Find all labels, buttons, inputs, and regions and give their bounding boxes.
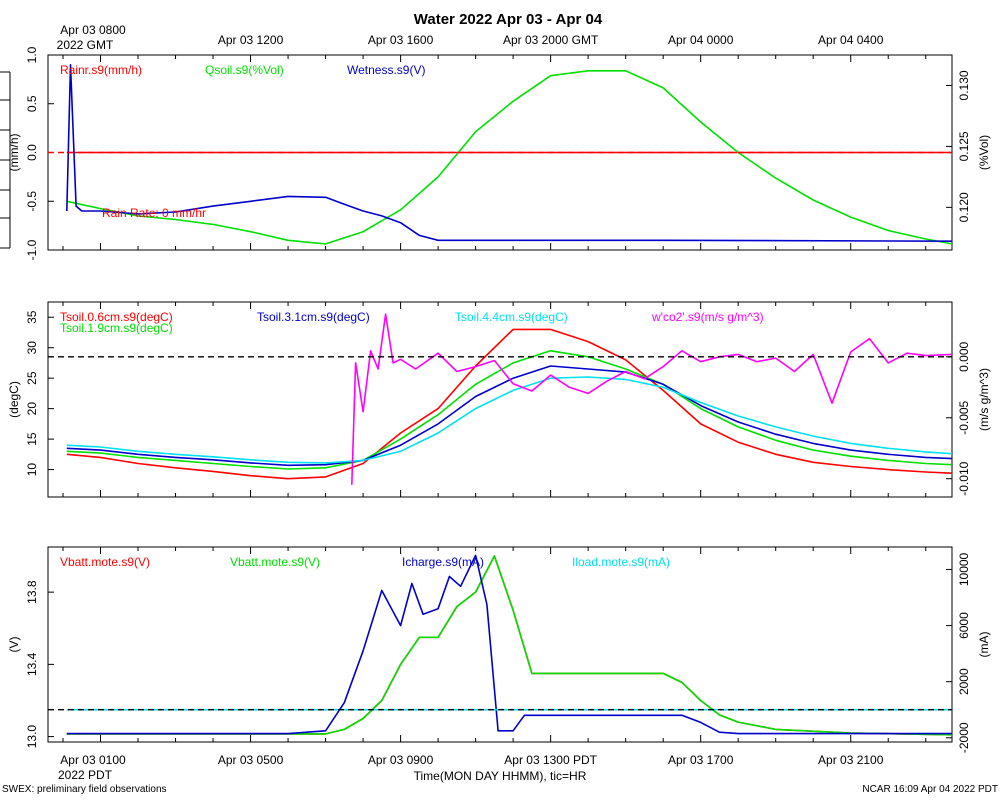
footer-right: NCAR 16:09 Apr 04 2022 PDT (862, 784, 998, 795)
panel-soil-temperature: 35 30 25 20 15 10 0.000 -0.005 -0.010 (degC) (m/s … (7, 301, 991, 498)
series-line-qsoil-s9-vol (66, 70, 952, 245)
bottom-axis-tick-label: Apr 03 0500 (218, 753, 284, 767)
y-right-tick-label: 0.000 (957, 342, 971, 372)
panel-water: 1.0 0.5 0.0 -0.5 -1.0 0.130 0.125 0.120 (mm/h) (%… (7, 46, 991, 260)
y-left-tick-label: 1.0 (25, 46, 39, 63)
legend-tsoil-4-4cm-s9-degc: Tsoil.4.4cm.s9(degC) (455, 310, 568, 324)
legend-tsoil-3-1cm-s9-degc: Tsoil.3.1cm.s9(degC) (257, 310, 370, 324)
legend-qsoil-s9-vol: Qsoil.s9(%Vol) (205, 63, 284, 77)
top-axis-tick-label: Apr 04 0000 (668, 33, 734, 47)
series-group (66, 554, 952, 736)
y-left-tick-label: 20 (25, 402, 39, 416)
y-right-tick-label: 0.125 (957, 131, 971, 161)
series-line-icharge-s9-ma (66, 554, 952, 735)
legend-wetness-s9-v: Wetness.s9(V) (347, 63, 425, 77)
top-axis-first-label-line1: Apr 03 0800 (60, 23, 126, 37)
series-line-tsoil-4-4cm-s9-degc (66, 376, 952, 464)
y-right-axis-label: (m/s g/m^3) (977, 368, 991, 431)
left-tab-marks (0, 71, 11, 249)
bottom-axis-tick-label: Apr 03 1300 PDT (504, 753, 597, 767)
top-axis-tick-label: Apr 03 1200 (218, 33, 284, 47)
chart-title: Water 2022 Apr 03 - Apr 04 (414, 11, 603, 28)
x-axis-label: Time(MON DAY HHMM), tic=HR (414, 769, 587, 783)
series-line-vbatt-mote-s9-v (66, 555, 952, 736)
top-axis-labels: Apr 03 1200 Apr 03 1600 Apr 03 2000 GMT Apr… (218, 33, 884, 47)
bottom-axis-tick-label: Apr 03 1700 (668, 753, 734, 767)
y-right-axis-label: (%Vol) (977, 135, 991, 170)
legend-tsoil-0-6cm-s9-degc: Tsoil.0.6cm.s9(degC) (60, 310, 173, 324)
panel-frame (47, 301, 953, 498)
series-line-tsoil-0-6cm-s9-degc (66, 328, 952, 480)
y-left-tick-label: 25 (25, 371, 39, 385)
legend-icharge-s9-ma: Icharge.s9(mA) (402, 555, 484, 569)
series-line-vbatt-mote-s9-v (66, 555, 952, 736)
top-axis-tick-label: Apr 03 2000 GMT (503, 33, 599, 47)
legend-vbatt-mote-s9-v: Vbatt.mote.s9(V) (230, 555, 320, 569)
top-axis-tick-label: Apr 03 1600 (368, 33, 434, 47)
y-left-axis-label: (mm/h) (7, 134, 21, 172)
y-left-tick-label: 13.8 (25, 580, 39, 604)
footer-left: SWEX: preliminary field observations (2, 784, 167, 795)
series-group (66, 313, 952, 485)
panel-power: 13.8 13.4 13.0 10000 6000 2000 -2000 (V) (mA) Vba… (7, 546, 991, 753)
bottom-axis-tick-label: Apr 03 2100 (818, 753, 884, 767)
y-right-tick-label: 0.120 (957, 192, 971, 222)
legend-w-co2-s9-m-s-g-m-3: w'co2'.s9(m/s g/m^3) (651, 310, 764, 324)
bottom-axis-first-label-line2: 2022 PDT (58, 768, 113, 782)
y-left-tick-label: 10 (25, 463, 39, 477)
series-line-tsoil-3-1cm-s9-degc (66, 365, 952, 467)
y-right-axis-label: (mA) (977, 632, 991, 658)
y-right-tick-label: -2000 (957, 722, 971, 753)
rain-rate-annotation: Rain Rate: 0 mm/hr (102, 206, 206, 220)
legend-iload-mote-s9-ma: Iload.mote.s9(mA) (572, 555, 670, 569)
y-right-tick-label: 0.130 (957, 70, 971, 100)
series-line-wetness-s9-v (66, 64, 952, 242)
legend-rainr-s9-mm-h: Rainr.s9(mm/h) (60, 63, 142, 77)
y-left-tick-label: 0.0 (25, 144, 39, 161)
bottom-axis-labels: Apr 03 0500 Apr 03 0900 Apr 03 1300 PDT Apr… (218, 753, 884, 767)
y-left-tick-label: -0.5 (25, 191, 39, 212)
y-left-axis-label: (V) (7, 637, 21, 653)
y-right-tick-label: 10000 (957, 552, 971, 586)
y-left-tick-label: 30 (25, 341, 39, 355)
y-right-tick-label: -0.010 (957, 461, 971, 495)
legend-tsoil-1-9cm-s9-degc: Tsoil.1.9cm.s9(degC) (60, 321, 173, 335)
y-left-tick-label: 13.0 (25, 725, 39, 749)
series-line-w-co2-s9-m-s-g-m-3 (351, 313, 952, 485)
series-line-tsoil-1-9cm-s9-degc (66, 349, 952, 470)
y-left-tick-label: 35 (25, 310, 39, 324)
top-axis-first-label-line2: 2022 GMT (57, 38, 114, 52)
y-left-tick-label: -1.0 (25, 239, 39, 260)
legend-vbatt-mote-s9-v: Vbatt.mote.s9(V) (60, 555, 150, 569)
y-left-tick-label: 0.5 (25, 95, 39, 112)
y-left-axis-label: (degC) (7, 381, 21, 418)
y-left-tick-label: 15 (25, 432, 39, 446)
bottom-axis-first-label-line1: Apr 03 0100 (60, 753, 126, 767)
panel-frame (47, 546, 953, 743)
bottom-axis-tick-label: Apr 03 0900 (368, 753, 434, 767)
y-right-tick-label: 6000 (957, 612, 971, 639)
top-axis-tick-label: Apr 04 0400 (818, 33, 884, 47)
y-right-tick-label: 2000 (957, 668, 971, 695)
y-right-tick-label: -0.005 (957, 400, 971, 434)
y-left-tick-label: 13.4 (25, 652, 39, 676)
